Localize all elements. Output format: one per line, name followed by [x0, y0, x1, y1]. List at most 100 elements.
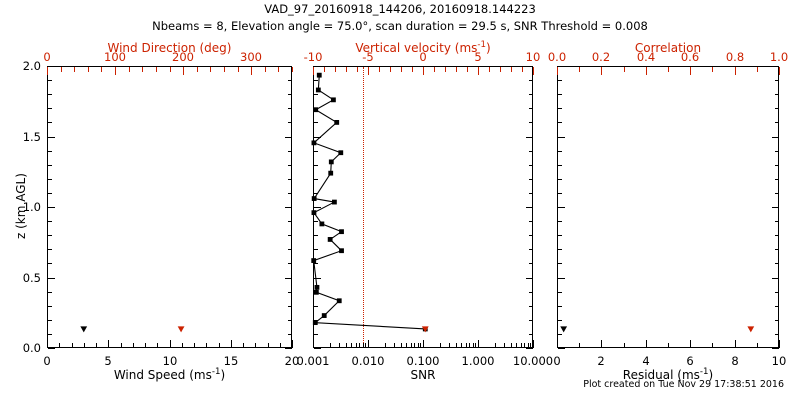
top-tick-label: 1.0	[769, 50, 789, 64]
data-point-snr	[339, 229, 344, 235]
x-minor-tick	[351, 343, 352, 348]
top-minor-tick	[197, 67, 198, 72]
axis-label-residual-tail: )	[708, 368, 714, 382]
data-point-residual	[747, 326, 755, 333]
x-major-tick	[368, 340, 369, 348]
top-tick-label: -5	[362, 50, 374, 64]
y-minor-tick	[314, 249, 318, 250]
y-major-tick	[285, 207, 292, 208]
data-point-snr	[338, 150, 344, 156]
x-minor-tick	[219, 343, 220, 348]
y-minor-tick	[314, 306, 318, 307]
x-minor-tick	[401, 343, 402, 348]
x-minor-tick	[449, 343, 450, 348]
y-minor-tick	[48, 292, 52, 293]
x-major-tick	[108, 340, 109, 348]
y-minor-tick	[314, 221, 318, 222]
x-minor-tick	[59, 343, 60, 348]
top-tick-label: 300	[240, 50, 262, 64]
top-minor-tick	[142, 67, 143, 72]
y-minor-tick	[558, 235, 562, 236]
y-major-tick	[285, 137, 292, 138]
y-minor-tick	[775, 165, 779, 166]
y-tick-label: 1.0	[22, 200, 41, 214]
x-tick-label: 0	[43, 354, 51, 368]
x-minor-tick	[473, 343, 474, 348]
data-point-snr	[311, 140, 317, 146]
data-point-snr	[331, 97, 336, 103]
x-major-tick	[423, 340, 424, 348]
top-minor-tick	[210, 67, 211, 72]
y-minor-tick	[558, 165, 562, 166]
y-minor-tick	[48, 334, 52, 335]
y-minor-tick	[288, 122, 292, 123]
top-minor-tick	[278, 67, 279, 72]
x-minor-tick	[406, 343, 407, 348]
y-minor-tick	[288, 94, 292, 95]
x-minor-tick	[712, 343, 713, 348]
axis-label-snr: SNR	[410, 368, 436, 382]
axis-label-wind-speed-tail: )	[220, 368, 226, 382]
x-minor-tick	[516, 343, 517, 348]
y-minor-tick	[48, 306, 52, 307]
x-minor-tick	[182, 343, 183, 348]
y-minor-tick	[775, 306, 779, 307]
x-minor-tick	[466, 343, 467, 348]
top-minor-tick	[292, 67, 293, 72]
y-tick-label: 0.5	[22, 270, 41, 285]
y-minor-tick	[288, 179, 292, 180]
top-tick-label: 0.0	[547, 50, 567, 64]
axis-label-vertical-velocity-exponent: -1	[477, 40, 486, 50]
axis-label-vertical-velocity: Vertical velocity (ms-1)	[313, 41, 533, 55]
y-minor-tick	[48, 94, 52, 95]
y-tick-label: 1.5	[22, 129, 41, 144]
y-major-tick	[48, 66, 55, 67]
y-major-tick	[772, 207, 779, 208]
x-minor-tick	[495, 343, 496, 348]
top-tick-label: -10	[303, 50, 323, 64]
x-minor-tick	[280, 343, 281, 348]
y-tick-label: 2.0	[22, 59, 41, 73]
top-tick-label: 200	[172, 50, 194, 64]
top-tick-label: 100	[104, 50, 126, 64]
y-minor-tick	[288, 292, 292, 293]
page-title: VAD_97_20160918_144206, 20160918.144223	[264, 2, 536, 16]
y-minor-tick	[314, 151, 318, 152]
axis-label-residual-exponent: -1	[699, 367, 709, 377]
y-minor-tick	[288, 151, 292, 152]
y-minor-tick	[288, 320, 292, 321]
y-minor-tick	[529, 108, 533, 109]
y-major-tick	[558, 278, 565, 279]
y-major-tick	[48, 207, 55, 208]
y-minor-tick	[775, 334, 779, 335]
x-tick-label: 8	[731, 354, 739, 368]
snr-threshold-line	[363, 67, 364, 347]
y-minor-tick	[314, 235, 318, 236]
top-major-tick	[183, 67, 184, 75]
y-minor-tick	[775, 221, 779, 222]
data-point-snr	[315, 87, 321, 93]
x-major-tick	[170, 340, 171, 348]
y-major-tick	[285, 348, 292, 349]
top-major-tick	[735, 67, 736, 75]
x-minor-tick	[121, 343, 122, 348]
y-minor-tick	[48, 320, 52, 321]
data-point-wind	[80, 326, 88, 333]
y-minor-tick	[775, 292, 779, 293]
data-point-snr	[319, 221, 325, 227]
top-minor-tick	[467, 67, 468, 72]
y-minor-tick	[529, 221, 533, 222]
x-major-tick	[47, 340, 48, 348]
y-major-tick	[48, 278, 55, 279]
x-minor-tick	[411, 343, 412, 348]
y-minor-tick	[48, 179, 52, 180]
y-minor-tick	[288, 80, 292, 81]
x-major-tick	[601, 340, 602, 348]
top-tick-label: 0	[43, 50, 51, 64]
top-minor-tick	[412, 67, 413, 72]
top-minor-tick	[390, 67, 391, 72]
x-tick-label: 10.000	[512, 354, 554, 368]
snr-profile-line	[312, 75, 426, 330]
y-minor-tick	[529, 249, 533, 250]
